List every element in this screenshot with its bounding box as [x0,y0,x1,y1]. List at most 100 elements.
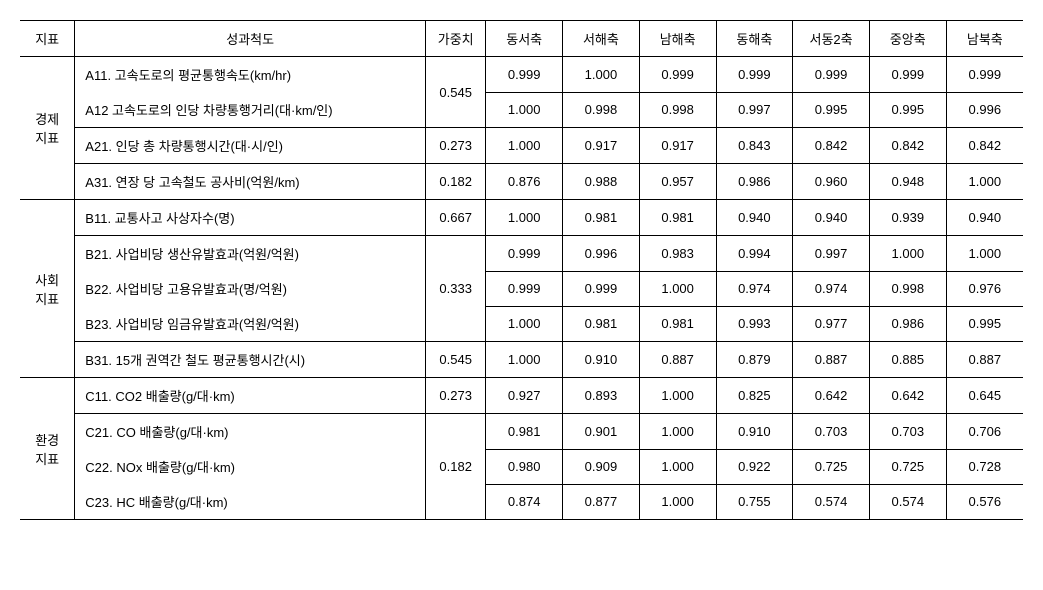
data-cell: 1.000 [486,92,563,128]
data-cell: 0.927 [486,378,563,414]
data-cell: 0.996 [946,92,1023,128]
measure-label: C23. HC 배출량(g/대·km) [75,484,426,520]
data-cell: 0.910 [563,342,640,378]
data-cell: 0.995 [869,92,946,128]
data-cell: 0.887 [793,342,870,378]
data-cell: 0.976 [946,271,1023,306]
measure-label: A11. 고속도로의 평균통행속도(km/hr) [75,57,426,93]
weight-cell: 0.182 [426,414,486,520]
data-cell: 0.825 [716,378,793,414]
weight-cell: 0.273 [426,128,486,164]
table-row: A31. 연장 당 고속철도 공사비(억원/km) 0.182 0.876 0.… [20,164,1023,200]
data-cell: 1.000 [639,378,716,414]
data-cell: 0.999 [486,236,563,272]
data-cell: 0.981 [486,414,563,450]
header-col5: 서동2축 [793,21,870,57]
header-col2: 서해축 [563,21,640,57]
data-cell: 0.977 [793,306,870,342]
data-cell: 1.000 [639,271,716,306]
data-cell: 0.877 [563,484,640,520]
data-cell: 0.842 [869,128,946,164]
data-cell: 0.999 [793,57,870,93]
measure-label: B21. 사업비당 생산유발효과(억원/억원) [75,236,426,272]
weight-cell: 0.273 [426,378,486,414]
data-cell: 0.917 [563,128,640,164]
table-row: B21. 사업비당 생산유발효과(억원/억원) 0.333 0.999 0.99… [20,236,1023,272]
data-cell: 1.000 [563,57,640,93]
data-cell: 0.642 [793,378,870,414]
header-col3: 남해축 [639,21,716,57]
data-cell: 0.981 [563,306,640,342]
data-cell: 0.725 [869,449,946,484]
data-cell: 0.998 [639,92,716,128]
data-cell: 0.940 [946,200,1023,236]
data-cell: 1.000 [639,484,716,520]
data-cell: 0.703 [793,414,870,450]
data-cell: 0.960 [793,164,870,200]
data-cell: 0.994 [716,236,793,272]
data-cell: 1.000 [486,342,563,378]
data-cell: 0.887 [639,342,716,378]
header-col6: 중앙축 [869,21,946,57]
data-cell: 0.876 [486,164,563,200]
data-cell: 0.957 [639,164,716,200]
data-cell: 0.917 [639,128,716,164]
table-row: 환경지표 C11. CO2 배출량(g/대·km) 0.273 0.927 0.… [20,378,1023,414]
data-cell: 0.706 [946,414,1023,450]
data-cell: 0.997 [716,92,793,128]
data-cell: 0.981 [563,200,640,236]
data-cell: 1.000 [639,414,716,450]
table-row: C21. CO 배출량(g/대·km) 0.182 0.981 0.901 1.… [20,414,1023,450]
data-cell: 0.998 [563,92,640,128]
data-cell: 0.981 [639,306,716,342]
weight-cell: 0.545 [426,342,486,378]
table-row: B31. 15개 권역간 철도 평균통행시간(시) 0.545 1.000 0.… [20,342,1023,378]
measure-label: C22. NOx 배출량(g/대·km) [75,449,426,484]
measure-label: B11. 교통사고 사상자수(명) [75,200,426,236]
data-cell: 1.000 [486,306,563,342]
data-cell: 0.879 [716,342,793,378]
data-cell: 0.874 [486,484,563,520]
data-cell: 0.755 [716,484,793,520]
data-cell: 1.000 [946,164,1023,200]
data-cell: 0.574 [793,484,870,520]
group-social: 사회지표 [20,200,75,378]
data-cell: 1.000 [486,200,563,236]
data-cell: 0.997 [793,236,870,272]
header-row: 지표 성과척도 가중치 동서축 서해축 남해축 동해축 서동2축 중앙축 남북축 [20,21,1023,57]
data-cell: 0.983 [639,236,716,272]
data-cell: 0.995 [793,92,870,128]
measure-label: C11. CO2 배출량(g/대·km) [75,378,426,414]
data-cell: 0.999 [639,57,716,93]
data-cell: 0.999 [716,57,793,93]
data-cell: 0.725 [793,449,870,484]
header-measure: 성과척도 [75,21,426,57]
data-cell: 0.893 [563,378,640,414]
header-col4: 동해축 [716,21,793,57]
data-cell: 0.842 [946,128,1023,164]
table-row: A21. 인당 총 차량통행시간(대·시/인) 0.273 1.000 0.91… [20,128,1023,164]
data-cell: 0.948 [869,164,946,200]
data-cell: 0.974 [716,271,793,306]
data-cell: 0.974 [793,271,870,306]
data-cell: 0.922 [716,449,793,484]
data-cell: 0.986 [869,306,946,342]
measure-label: B23. 사업비당 임금유발효과(억원/억원) [75,306,426,342]
table-row: 경제지표 A11. 고속도로의 평균통행속도(km/hr) 0.545 0.99… [20,57,1023,93]
data-cell: 0.645 [946,378,1023,414]
data-cell: 0.939 [869,200,946,236]
data-cell: 0.995 [946,306,1023,342]
table-row: 사회지표 B11. 교통사고 사상자수(명) 0.667 1.000 0.981… [20,200,1023,236]
header-indicator: 지표 [20,21,75,57]
data-cell: 0.940 [793,200,870,236]
data-cell: 0.999 [869,57,946,93]
data-cell: 0.842 [793,128,870,164]
data-cell: 0.887 [946,342,1023,378]
weight-cell: 0.545 [426,57,486,128]
performance-table: 지표 성과척도 가중치 동서축 서해축 남해축 동해축 서동2축 중앙축 남북축… [20,20,1023,520]
data-cell: 0.574 [869,484,946,520]
data-cell: 0.980 [486,449,563,484]
data-cell: 0.940 [716,200,793,236]
table-row: C22. NOx 배출량(g/대·km) 0.980 0.909 1.000 0… [20,449,1023,484]
measure-label: A12 고속도로의 인당 차량통행거리(대·km/인) [75,92,426,128]
